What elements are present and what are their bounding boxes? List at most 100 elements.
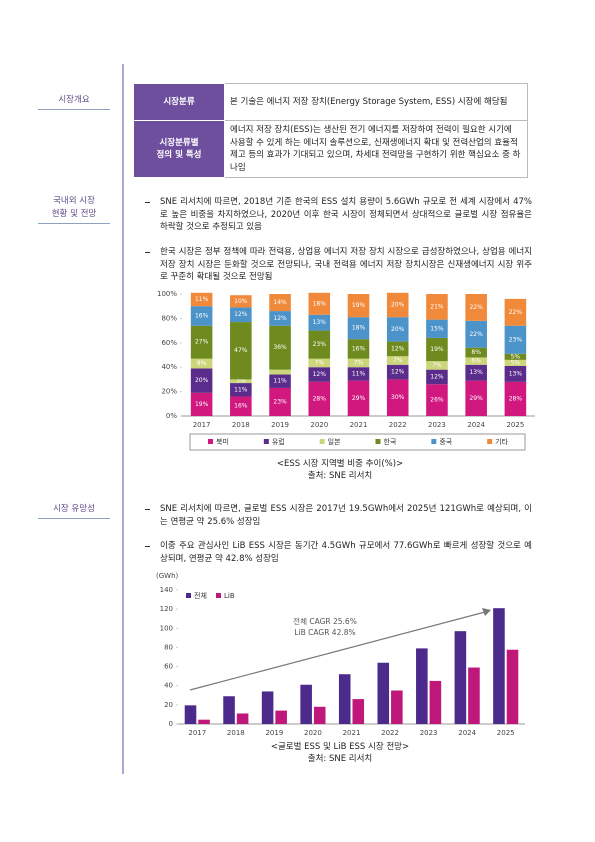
data-label: 19% [352,302,366,309]
bar-segment [426,294,448,320]
caption-source: 출처: SNE 리서치 [307,754,373,764]
bar [275,710,287,724]
data-label: 23% [313,341,327,348]
x-tick-label: 2025 [506,421,524,429]
bar-segment [386,341,409,357]
y-tick-label: 60 [164,663,173,671]
y-tick-label: 80 [164,643,173,651]
data-label: 30% [391,394,405,401]
bar-segment [269,311,291,326]
bar [377,662,390,724]
bar-segment [347,294,370,318]
bar-segment [347,367,370,381]
bar-segment [347,380,370,416]
bar-segment [504,353,527,360]
market-chart: 0 20 40 60 80 100 120 140 (GWh) 2017 2018 2019 2020 2… [156,572,525,737]
bullet-text: SNE 리서치에 따르면, 글로벌 ESS 시장은 2017년 19.5GWh에… [160,504,532,527]
bar [493,608,505,724]
data-label: 26% [430,397,444,404]
bar [454,631,467,724]
bullet: 이중 주요 관심사인 LiB ESS 시장은 동기간 4.5GWh 규모에서 7… [145,540,532,565]
data-label: 18% [352,325,366,332]
caption-title: <ESS 시장 지역별 비중 추이(%)> [276,459,404,469]
legend-swatch [186,593,191,598]
legend-label: 유럽 [272,437,285,446]
data-label: 10% [234,298,248,305]
data-label: 23% [273,398,287,405]
bar-segment [465,380,487,416]
bar-segment [426,361,448,370]
bar [184,705,197,724]
data-label: 29% [352,395,366,402]
bar-segment [230,295,252,308]
data-label: 12% [391,345,405,352]
section-label: 시장개요 [38,94,110,110]
data-label: 22% [509,309,523,316]
x-tick-label: 2021 [350,421,368,429]
data-label: 11% [195,296,209,303]
bullet: SNE 리서치에 따르면, 글로벌 ESS 시장은 2017년 19.5GWh에… [145,503,532,528]
y-tick-label: 120 [160,605,173,613]
bar-segment [504,298,527,326]
data-label: 16% [234,403,248,410]
caption-title: <글로벌 ESS 및 LiB ESS 시장 전망> [270,742,410,752]
bar-segment [308,314,331,331]
bar-segment [386,317,409,342]
data-label: 8% [197,360,207,367]
bar [261,691,274,724]
bar-segment [465,320,487,348]
data-label: 16% [195,312,209,319]
data-label: 12% [234,311,248,318]
bar-segment [269,374,291,388]
bar-segment [504,359,527,366]
bar-segment [426,337,448,362]
x-tick-label: 2020 [304,729,322,737]
x-tick-label: 2025 [497,729,515,737]
data-label: 7% [393,357,403,364]
data-label: 13% [313,319,327,326]
trend-arrow [189,611,486,691]
bar [300,684,312,724]
bar-segment [347,339,370,359]
bar [391,690,403,724]
share-chart: 0% 20% 40% 60% 80% 100% 2017 19% 20% 8% 27% 16% 11% 2… [157,290,535,451]
data-label: 28% [313,395,327,402]
data-label: 7% [315,359,325,366]
data-label: 13% [469,369,483,376]
classification-table: 시장분류 본 기술은 에너지 저장 장치(Energy Storage Syste… [133,83,528,178]
data-label: 6% [471,358,481,365]
bar [223,696,235,724]
x-tick-label: 2017 [193,421,211,429]
data-label: 5% [511,359,521,366]
bullet-text: 이중 주요 관심사인 LiB ESS 시장은 동기간 4.5GWh 규모에서 7… [160,541,532,564]
data-label: 20% [391,326,405,333]
legend-swatch [375,439,381,444]
legend-label: 기타 [495,437,508,446]
bullet-text: 한국 시장은 정부 정책에 따라 전력용, 상업용 에너지 저장 장치 시장으로… [160,247,532,282]
bar [506,649,519,724]
data-label: 7% [432,362,442,369]
bullet: SNE 리서치에 따르면, 2018년 기준 한국의 ESS 설치 용량이 5.… [145,196,532,234]
bar-segment [386,356,409,365]
legend-label: 전체 [194,591,207,600]
x-tick-label: 2023 [428,421,446,429]
bar [352,699,365,724]
divider [122,64,124,774]
annotation: LiB CAGR 42.8% [294,628,355,637]
x-tick-label: 2021 [343,729,361,737]
bar [429,680,442,724]
bar-segment [308,367,331,382]
data-label: 18% [313,300,327,307]
data-label: 3% [236,378,246,385]
bar [416,648,428,724]
y-tick-label: 140 [160,586,173,594]
bar-segment [386,292,409,318]
data-label: 5% [511,353,521,360]
data-label: 12% [391,369,405,376]
legend-swatch [263,439,269,444]
legend-swatch [487,439,493,444]
dash [145,509,150,510]
bar-segment [230,322,252,380]
legend-label: 일본 [328,437,341,446]
data-label: 15% [430,325,444,332]
